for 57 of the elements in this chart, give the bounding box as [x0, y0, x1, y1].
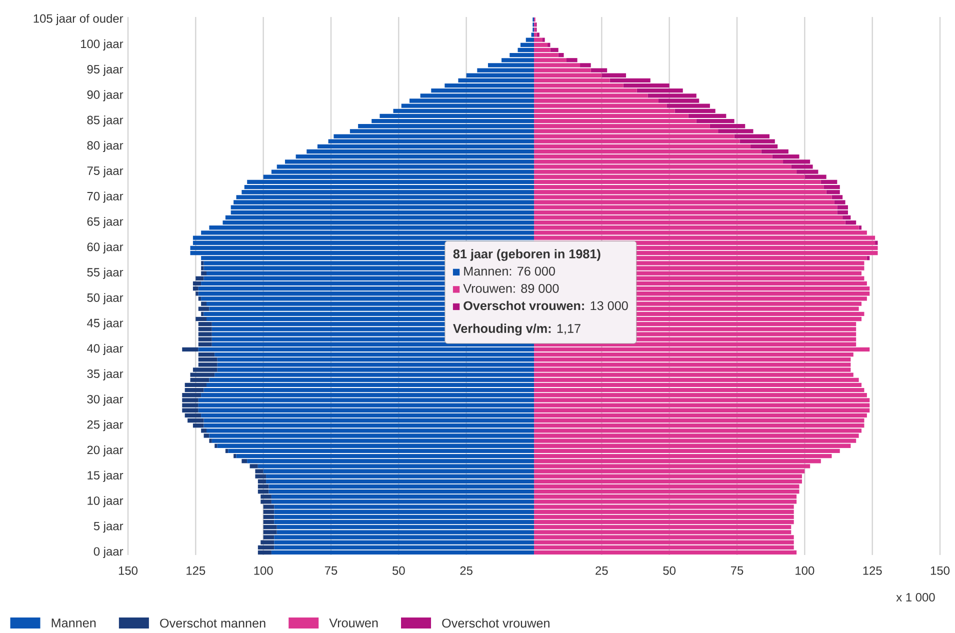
y-tick-label: 75 jaar	[87, 166, 124, 178]
y-tick-label: 85 jaar	[87, 115, 124, 127]
x-tick-label: 100	[796, 566, 814, 575]
bar	[566, 58, 578, 62]
y-tick-label: 40 jaar	[87, 344, 124, 356]
y-tick-label: 45 jaar	[87, 318, 124, 330]
y-tick-label: 5 jaar	[94, 522, 124, 533]
x-axis-title: x 1 000	[896, 593, 935, 602]
x-tick-label: 50	[663, 566, 676, 575]
bar	[209, 438, 212, 443]
bar	[875, 240, 878, 245]
annotation: Mannen: 76 000	[464, 266, 555, 276]
x-tick-label: 50	[392, 566, 405, 575]
annotation: Verhouding v/m: 1,17	[453, 324, 580, 336]
bar	[198, 296, 202, 301]
x-tick-label: 100	[254, 566, 273, 575]
bar	[542, 38, 545, 42]
annotation: 81 jaar (geboren in 1981)	[453, 249, 600, 261]
y-tick-label: 90 jaar	[87, 90, 124, 102]
bar	[242, 459, 248, 464]
legend-label: Vrouwen	[329, 618, 378, 628]
bar	[558, 52, 564, 58]
legend-label: Overschot vrouwen	[442, 618, 550, 628]
bar	[214, 444, 218, 448]
y-tick-label: 100 jaar	[81, 39, 124, 50]
x-tick-label: 75	[324, 566, 338, 575]
y-tick-label: 70 jaar	[87, 192, 124, 203]
annotation: Vrouwen: 89 000	[463, 284, 559, 293]
x-tick-label: 25	[460, 566, 472, 575]
y-tick-label: 10 jaar	[88, 496, 124, 508]
y-tick-label: 20 jaar	[87, 445, 124, 457]
x-tick-label: 75	[730, 566, 744, 575]
x-tick-label: 125	[186, 566, 206, 575]
y-tick-label: 30 jaar	[87, 394, 124, 406]
y-tick-label: 60 jaar	[87, 242, 124, 254]
annotation: Overschot vrouwen: 13 000	[464, 300, 628, 310]
y-tick-label: 55 jaar	[87, 268, 124, 279]
x-tick-label: 150	[118, 566, 138, 575]
legend-label: Mannen	[52, 618, 96, 628]
bar	[550, 48, 558, 52]
bar	[234, 454, 236, 458]
y-tick-label: 15 jaar	[88, 470, 124, 482]
y-tick-label: 25 jaar	[87, 420, 124, 432]
y-tick-label: 95 jaar	[87, 64, 124, 76]
bar	[536, 32, 540, 37]
y-tick-label: 80 jaar	[87, 140, 124, 152]
x-tick-label: 125	[863, 566, 882, 575]
y-tick-label: 50 jaar	[87, 293, 124, 304]
legend-label: Overschot mannen	[160, 618, 266, 628]
y-tick-label: 105 jaar of ouder	[34, 14, 124, 26]
y-tick-label: 65 jaar	[87, 216, 124, 228]
x-tick-label: 25	[596, 566, 608, 575]
x-tick-label: 150	[930, 566, 950, 575]
bar	[580, 63, 591, 68]
y-tick-label: 35 jaar	[87, 369, 124, 380]
bar	[182, 347, 198, 352]
y-tick-label: 0 jaar	[94, 546, 124, 558]
